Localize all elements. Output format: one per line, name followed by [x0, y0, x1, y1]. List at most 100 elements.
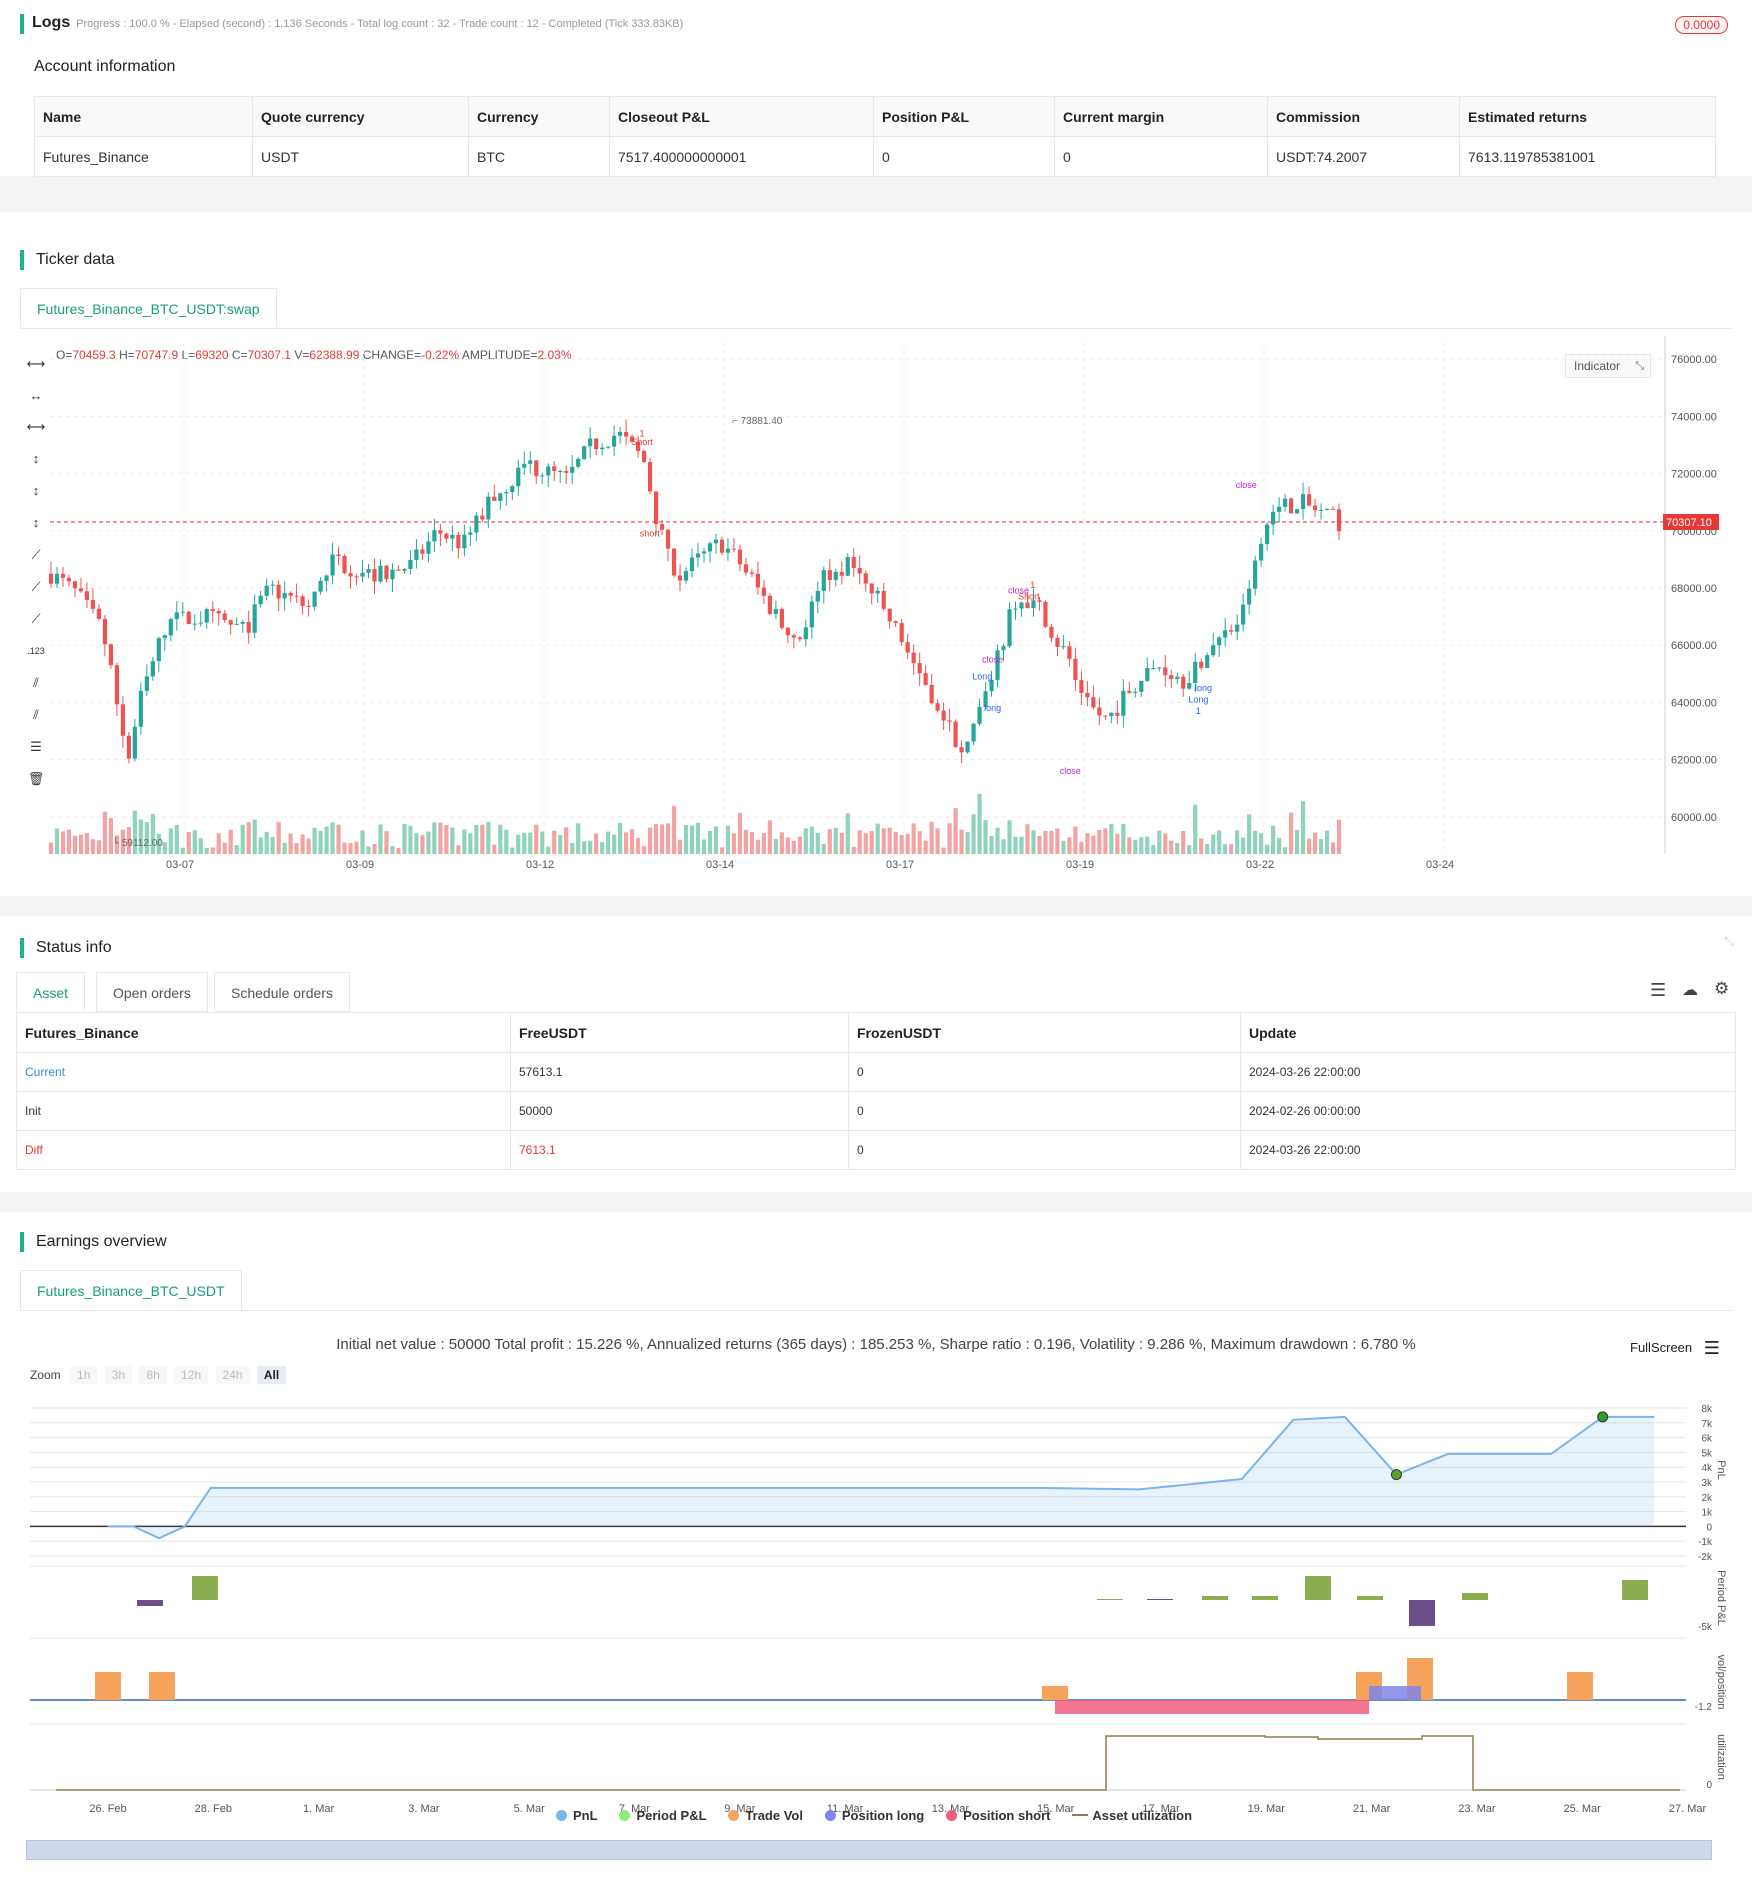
- horizontal-segment-icon[interactable]: ⟷: [26, 419, 46, 434]
- asset-table: Futures_Binance FreeUSDT FrozenUSDT Upda…: [16, 1012, 1736, 1170]
- candle-body: [995, 650, 1000, 680]
- tab-asset[interactable]: Asset: [16, 972, 86, 1012]
- volume-bar: [989, 835, 994, 854]
- candle-body: [755, 573, 760, 588]
- candle-body: [1001, 646, 1006, 651]
- last-price-tag: [1663, 513, 1719, 530]
- horizontal-ray-icon[interactable]: ↔: [29, 388, 43, 403]
- volume-bar: [953, 808, 958, 854]
- pnl-tick-label: 3k: [1701, 1478, 1713, 1489]
- vertical-segment-icon[interactable]: ↕: [32, 515, 40, 530]
- segment-icon[interactable]: ⟋: [31, 611, 41, 626]
- legend-dot: [728, 1810, 740, 1821]
- volume-bar: [360, 830, 365, 854]
- pnl-tick-label: 8k: [1701, 1404, 1713, 1415]
- candle-body: [815, 590, 820, 602]
- candle-body: [1163, 667, 1168, 676]
- fib-levels-icon[interactable]: ☰: [30, 739, 42, 754]
- x-tick-label: 17. Mar: [1142, 1803, 1180, 1815]
- ray-icon[interactable]: ⟋: [31, 579, 41, 594]
- volume-bar: [414, 833, 419, 854]
- candle-body: [1324, 508, 1330, 510]
- volume-bar: [671, 805, 677, 854]
- candle-body: [1031, 600, 1036, 609]
- vertical-ray-icon[interactable]: ↕: [32, 483, 40, 498]
- volume-bar: [138, 819, 143, 854]
- indicator-button[interactable]: Indicator ⤡: [1565, 354, 1651, 378]
- volume-bar: [1312, 832, 1318, 854]
- gear-icon[interactable]: ⚙: [1714, 979, 1730, 998]
- volume-bar: [1181, 830, 1186, 854]
- zoom-1h-button[interactable]: 1h: [70, 1366, 98, 1384]
- expand-icon[interactable]: ⤡: [1635, 360, 1644, 372]
- y-tick-label: 72000.00: [1671, 469, 1717, 481]
- legend-pnl[interactable]: PnL: [556, 1808, 598, 1823]
- candle-body: [594, 438, 599, 450]
- legend-position-long[interactable]: Position long: [824, 1808, 924, 1823]
- account-header-cell: Current margin: [1054, 96, 1268, 137]
- legend-period-pnl[interactable]: Period P&L: [619, 1808, 707, 1823]
- candle-body: [1079, 680, 1084, 693]
- volume-bar: [851, 846, 856, 854]
- zoom-8h-button[interactable]: 8h: [139, 1366, 167, 1384]
- volume-bar: [725, 825, 731, 854]
- volume-bar: [222, 842, 227, 854]
- volume-bar: [1235, 830, 1240, 854]
- trend-line-icon[interactable]: ⟋: [31, 547, 41, 562]
- legend-trade-vol[interactable]: Trade Vol: [728, 1808, 803, 1823]
- candle-body: [534, 460, 539, 477]
- horizontal-line-icon[interactable]: ⟷: [26, 356, 46, 371]
- volume-bar: [1013, 836, 1018, 854]
- candle-body: [138, 690, 143, 727]
- period-pnl-bar: [1305, 1576, 1331, 1600]
- asset-header-cell: FrozenUSDT: [848, 1012, 1241, 1053]
- candle-body: [624, 431, 629, 437]
- legend-label: Asset utilization: [1092, 1808, 1193, 1823]
- parallel-channel-icon[interactable]: ⫽: [33, 675, 39, 690]
- list-icon[interactable]: ☰: [1650, 980, 1667, 1000]
- legend-label: Position short: [963, 1808, 1051, 1823]
- earnings-tab[interactable]: Futures_Binance_BTC_USDT: [20, 1270, 242, 1310]
- candle-body: [108, 644, 113, 666]
- tab-open-orders[interactable]: Open orders: [96, 972, 208, 1012]
- zoom-12h-button[interactable]: 12h: [174, 1366, 209, 1384]
- tab-schedule-orders[interactable]: Schedule orders: [214, 972, 350, 1012]
- menu-icon[interactable]: ☰: [1703, 1338, 1720, 1358]
- navigator-scrollbar[interactable]: [26, 1840, 1712, 1860]
- candlestick-chart: 76000.0074000.0072000.0070000.0068000.00…: [48, 336, 1719, 871]
- candle-body: [833, 571, 838, 580]
- candle-body: [390, 569, 395, 580]
- pnl-tick-label: 6k: [1701, 1434, 1713, 1445]
- ticker-tab[interactable]: Futures_Binance_BTC_USDT:swap: [20, 288, 277, 328]
- candle-body: [546, 466, 551, 476]
- volume-bar: [1127, 837, 1132, 854]
- trash-icon[interactable]: 🗑: [27, 771, 45, 786]
- legend-asset-utilization[interactable]: Asset utilization: [1072, 1808, 1192, 1823]
- axis-title: Period P&L: [1715, 1570, 1727, 1626]
- legend-position-short[interactable]: Position short: [946, 1808, 1050, 1823]
- price-label-icon[interactable]: .123: [27, 646, 45, 656]
- status-close-icon[interactable]: ⤡: [1724, 934, 1734, 948]
- candle-body: [1241, 604, 1246, 625]
- x-tick-label: 19. Mar: [1248, 1803, 1286, 1815]
- volume-bar: [1300, 801, 1306, 854]
- fib-channel-icon[interactable]: ⫽: [33, 707, 39, 722]
- util-tick-label: 0: [1706, 1780, 1712, 1791]
- volume-bar: [354, 841, 359, 854]
- zoom-all-button[interactable]: All: [256, 1366, 287, 1384]
- ohlc-l-label: L=: [181, 348, 196, 362]
- zoom-3h-button[interactable]: 3h: [104, 1366, 133, 1384]
- candles-group: [48, 419, 1342, 764]
- candle-body: [761, 587, 766, 596]
- x-tick-label: 03-19: [1066, 859, 1094, 871]
- volume-bar: [1223, 844, 1228, 854]
- fullscreen-button[interactable]: FullScreen ☰: [1630, 1338, 1720, 1359]
- volume-bar: [1115, 833, 1120, 854]
- cloud-download-icon[interactable]: ☁: [1682, 982, 1698, 999]
- candle-body: [438, 530, 443, 534]
- vertical-line-icon[interactable]: ↕: [32, 451, 40, 466]
- candle-body: [258, 595, 263, 605]
- volume-bar: [1001, 839, 1006, 854]
- zoom-24h-button[interactable]: 24h: [215, 1366, 250, 1384]
- volume-bar: [384, 831, 389, 854]
